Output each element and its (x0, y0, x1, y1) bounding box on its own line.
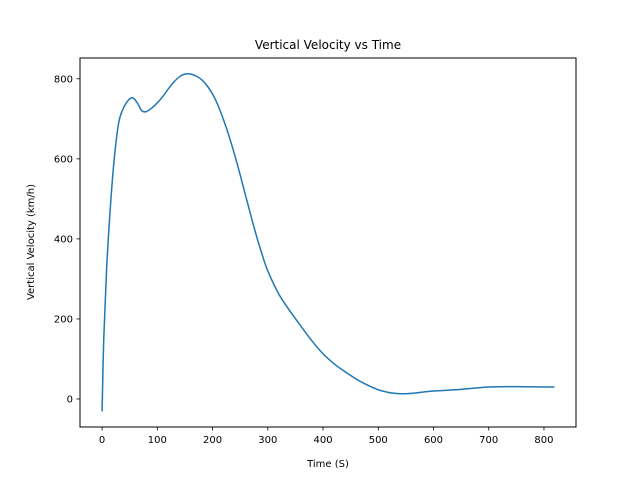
x-tick-label: 800 (534, 435, 553, 446)
x-tick-label: 200 (203, 435, 222, 446)
series-line (101, 72, 555, 412)
y-axis: 0 200 400 600 800 (54, 74, 80, 405)
y-tick-label: 800 (54, 74, 73, 85)
x-tick-label: 500 (369, 435, 388, 446)
chart-title: Vertical Velocity vs Time (255, 38, 401, 52)
x-tick-label: 400 (313, 435, 332, 446)
y-tick-label: 600 (54, 154, 73, 165)
x-tick-label: 100 (148, 435, 167, 446)
x-axis-label: Time (S) (306, 459, 349, 470)
x-tick-label: 700 (479, 435, 498, 446)
y-tick-label: 400 (54, 234, 73, 245)
plot-area (101, 72, 555, 412)
x-axis: 0 100 200 300 400 500 600 700 800 (99, 427, 554, 446)
x-tick-label: 0 (99, 435, 105, 446)
x-tick-label: 600 (424, 435, 443, 446)
y-axis-label: Vertical Velocity (km/h) (26, 184, 37, 300)
x-tick-label: 300 (258, 435, 277, 446)
axes-frame (79, 57, 577, 428)
y-tick-label: 200 (54, 314, 73, 325)
y-tick-label: 0 (67, 394, 73, 405)
